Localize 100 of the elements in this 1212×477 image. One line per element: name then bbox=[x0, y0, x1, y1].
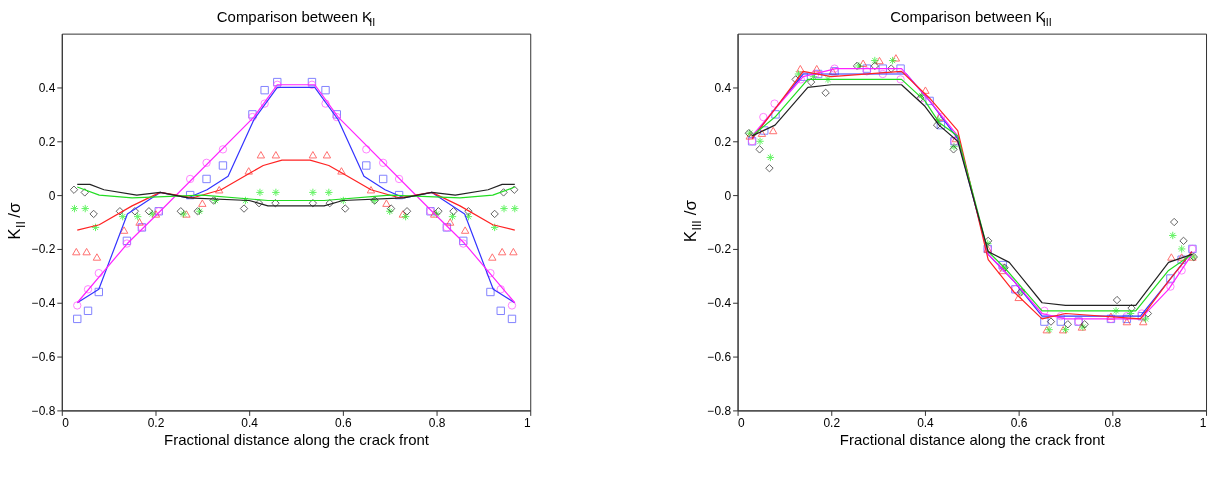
point bbox=[490, 209, 499, 219]
point bbox=[1179, 236, 1188, 246]
point bbox=[888, 56, 897, 65]
point bbox=[133, 212, 142, 221]
point bbox=[324, 188, 334, 197]
x-tick-label: 0 bbox=[62, 415, 70, 430]
y-tick-label: −0.8 bbox=[707, 403, 732, 418]
point bbox=[925, 96, 934, 106]
point bbox=[870, 56, 880, 65]
point bbox=[1177, 266, 1186, 275]
y-tick-label: −0.4 bbox=[31, 296, 56, 311]
point bbox=[1127, 303, 1136, 313]
point bbox=[771, 110, 780, 119]
point bbox=[1126, 309, 1135, 318]
point bbox=[1040, 306, 1049, 316]
point bbox=[1111, 306, 1121, 316]
point bbox=[91, 223, 100, 232]
point bbox=[185, 174, 195, 184]
point bbox=[1169, 217, 1179, 227]
point bbox=[510, 185, 519, 194]
point bbox=[509, 247, 518, 256]
point bbox=[755, 137, 765, 146]
point bbox=[382, 199, 391, 207]
point bbox=[402, 207, 412, 216]
point bbox=[1056, 317, 1065, 326]
point bbox=[496, 285, 505, 294]
point bbox=[366, 186, 376, 194]
point bbox=[891, 54, 901, 62]
point bbox=[510, 204, 519, 213]
point bbox=[260, 99, 269, 108]
point bbox=[254, 198, 264, 208]
point bbox=[490, 223, 499, 232]
point bbox=[89, 209, 98, 219]
point bbox=[464, 207, 473, 216]
point bbox=[119, 226, 129, 234]
point bbox=[362, 145, 371, 154]
point bbox=[92, 253, 102, 261]
y-axis-title: KII/σ bbox=[4, 202, 29, 240]
point bbox=[198, 199, 207, 207]
point bbox=[83, 285, 93, 294]
point bbox=[1014, 293, 1023, 302]
point bbox=[449, 207, 458, 216]
point bbox=[322, 151, 332, 159]
x-tick-label: 0.8 bbox=[1104, 415, 1122, 430]
x-tick-label: 1 bbox=[524, 415, 532, 430]
point bbox=[148, 209, 157, 219]
point bbox=[202, 174, 211, 184]
point bbox=[70, 204, 79, 213]
y-axis-title: KIII/σ bbox=[680, 199, 704, 243]
point bbox=[488, 253, 497, 261]
y-tick-label: 0.2 bbox=[38, 134, 56, 149]
point bbox=[1166, 282, 1175, 291]
point bbox=[378, 158, 388, 167]
y-tick-label: 0.2 bbox=[714, 134, 732, 149]
x-tick-label: 1 bbox=[1199, 415, 1207, 430]
point bbox=[82, 247, 91, 256]
point bbox=[80, 188, 89, 197]
x-tick-label: 0.6 bbox=[335, 415, 353, 430]
point bbox=[486, 268, 495, 278]
y-tick-label: −0.8 bbox=[31, 403, 56, 418]
point bbox=[768, 126, 778, 135]
point bbox=[94, 268, 103, 278]
x-tick-label: 0.8 bbox=[428, 415, 446, 430]
point bbox=[202, 158, 211, 167]
x-tick-label: 0 bbox=[738, 415, 746, 430]
point bbox=[239, 204, 249, 213]
point bbox=[896, 64, 905, 73]
x-tick-label: 0.4 bbox=[917, 415, 935, 430]
point bbox=[218, 145, 228, 154]
point bbox=[72, 247, 81, 256]
point bbox=[499, 188, 508, 197]
point bbox=[887, 64, 896, 73]
point bbox=[499, 204, 509, 213]
point bbox=[341, 204, 350, 213]
point bbox=[806, 77, 816, 87]
point bbox=[185, 190, 195, 200]
x-tick-label: 0.6 bbox=[1010, 415, 1028, 430]
point bbox=[1168, 231, 1177, 240]
point bbox=[1046, 317, 1056, 326]
point bbox=[337, 167, 346, 175]
point bbox=[496, 306, 505, 316]
point bbox=[821, 88, 830, 98]
point bbox=[823, 75, 833, 84]
point bbox=[325, 198, 334, 208]
point bbox=[308, 151, 318, 159]
y-tick-label: −0.2 bbox=[31, 242, 56, 257]
point bbox=[1040, 317, 1049, 326]
point bbox=[507, 301, 517, 310]
x-axis-title: Fractional distance along the crack front bbox=[164, 430, 430, 448]
point bbox=[118, 212, 127, 221]
point bbox=[144, 207, 154, 216]
point bbox=[507, 314, 517, 324]
point bbox=[244, 167, 253, 175]
point bbox=[464, 212, 473, 221]
x-tick-label: 0.4 bbox=[241, 415, 259, 430]
x-axis-title: Fractional distance along the crack front bbox=[839, 430, 1106, 448]
point bbox=[394, 190, 404, 200]
point bbox=[1063, 320, 1073, 329]
point bbox=[1112, 295, 1122, 305]
y-tick-label: −0.6 bbox=[31, 350, 56, 365]
